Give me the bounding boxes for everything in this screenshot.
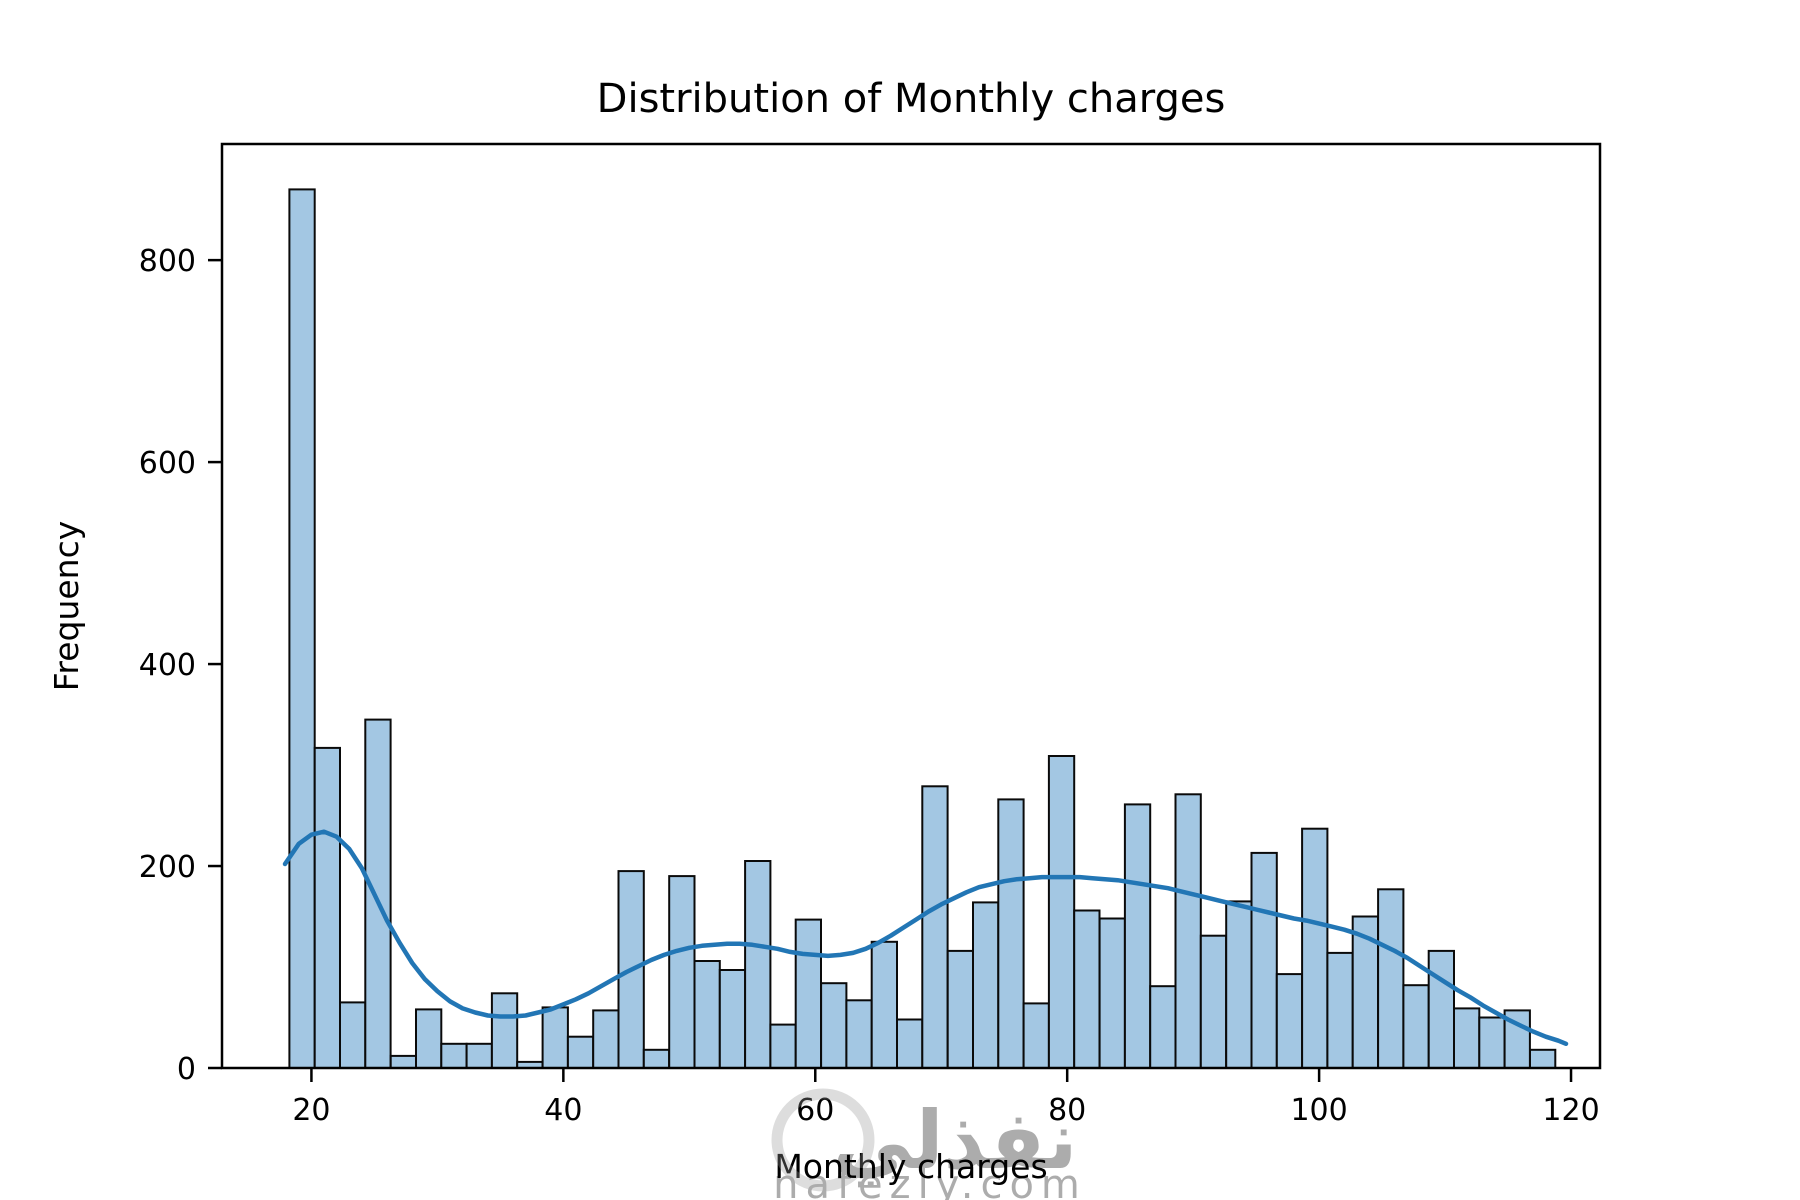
x-tick-label: 120 xyxy=(1542,1093,1599,1128)
x-axis-ticks: 20 40 60 80 100 120 xyxy=(292,1068,1600,1128)
histogram-bar xyxy=(490,992,519,1069)
histogram-bar xyxy=(1301,827,1329,1070)
watermark-circle-icon xyxy=(771,1088,875,1192)
y-axis-ticks: 0 200 400 600 800 xyxy=(139,244,222,1087)
histogram-bar xyxy=(440,1042,468,1070)
histogram-bar xyxy=(566,1035,595,1069)
histogram-bar xyxy=(364,718,392,1069)
y-axis-label: Frequency xyxy=(47,521,86,691)
histogram-bar xyxy=(1402,984,1430,1070)
histogram-bar xyxy=(693,960,721,1069)
histogram-bar xyxy=(1377,888,1405,1069)
histogram-bar xyxy=(389,1054,418,1070)
histogram-bar xyxy=(313,746,342,1070)
histogram-bar xyxy=(1453,1007,1481,1070)
histogram-bar xyxy=(288,188,316,1069)
histogram-bar xyxy=(465,1042,493,1070)
y-tick-label: 200 xyxy=(139,850,196,885)
x-tick-label: 20 xyxy=(292,1093,330,1128)
watermark: نفذلي nafezly.com xyxy=(771,1088,1087,1200)
histogram-bar xyxy=(1427,949,1455,1070)
histogram-bar xyxy=(1326,951,1354,1070)
histogram-bar xyxy=(896,1018,924,1069)
y-tick-label: 0 xyxy=(177,1052,196,1087)
histogram-bar xyxy=(744,860,772,1069)
y-tick-label: 800 xyxy=(139,244,196,279)
histogram-bar xyxy=(1478,1016,1506,1069)
y-tick-label: 400 xyxy=(139,648,196,683)
kde-curve-group xyxy=(282,829,1569,1047)
histogram-bar xyxy=(1123,803,1152,1070)
plot-frame xyxy=(220,142,1602,1070)
histogram-bar xyxy=(1073,909,1101,1069)
y-tick-label: 600 xyxy=(139,446,196,481)
histogram-bar xyxy=(1250,851,1278,1070)
histogram-bar xyxy=(946,949,975,1070)
histogram-bar xyxy=(1047,755,1076,1069)
histogram-bar xyxy=(1199,934,1228,1070)
histogram-bar xyxy=(1022,1002,1050,1070)
histogram-bar xyxy=(592,1009,620,1070)
watermark-latin-text: nafezly.com xyxy=(773,1162,1087,1200)
x-axis-label: Monthly charges xyxy=(774,1147,1047,1186)
x-tick-label: 100 xyxy=(1290,1093,1347,1128)
x-tick-label: 80 xyxy=(1048,1093,1086,1128)
histogram-bar xyxy=(1149,985,1177,1070)
histogram-bar xyxy=(718,969,747,1069)
histogram-bar xyxy=(997,798,1025,1070)
histogram-bar xyxy=(415,1008,443,1070)
histogram-bar xyxy=(339,1001,367,1070)
histogram-bar xyxy=(769,1023,797,1069)
histogram-bar xyxy=(1225,900,1253,1070)
x-tick-label: 40 xyxy=(544,1093,582,1128)
axes-frame xyxy=(220,142,1602,1070)
watermark-arabic-text: نفذلي xyxy=(833,1094,1078,1187)
histogram-bar xyxy=(1529,1048,1557,1070)
histogram-bar xyxy=(820,982,848,1070)
histogram-bar xyxy=(1174,793,1202,1069)
histogram-bar xyxy=(794,918,823,1069)
bars-group xyxy=(288,188,1557,1070)
histogram-bar xyxy=(972,901,1000,1070)
histogram-bar xyxy=(541,1006,569,1070)
histogram-bar xyxy=(642,1048,671,1070)
histogram-bar xyxy=(870,940,899,1069)
kde-curve xyxy=(282,829,1569,1047)
chart-title: Distribution of Monthly charges xyxy=(597,76,1226,122)
histogram-bar xyxy=(921,785,949,1069)
x-tick-label: 60 xyxy=(796,1093,834,1128)
histogram-bar xyxy=(1275,973,1304,1069)
histogram-bar xyxy=(845,999,873,1069)
histogram-bar xyxy=(1098,917,1126,1069)
histogram-bar xyxy=(668,875,696,1069)
